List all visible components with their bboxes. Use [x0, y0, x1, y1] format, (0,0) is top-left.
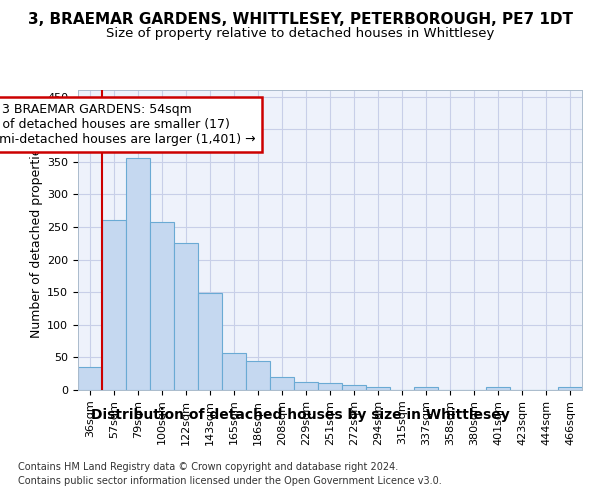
Bar	[270, 377, 294, 390]
Text: 3 BRAEMAR GARDENS: 54sqm
← 1% of detached houses are smaller (17)
99% of semi-de: 3 BRAEMAR GARDENS: 54sqm ← 1% of detache…	[0, 103, 256, 146]
Bar	[342, 386, 366, 390]
Text: Contains HM Land Registry data © Crown copyright and database right 2024.: Contains HM Land Registry data © Crown c…	[18, 462, 398, 472]
Text: Distribution of detached houses by size in Whittlesey: Distribution of detached houses by size …	[91, 408, 509, 422]
Text: Size of property relative to detached houses in Whittlesey: Size of property relative to detached ho…	[106, 28, 494, 40]
Text: 3, BRAEMAR GARDENS, WHITTLESEY, PETERBOROUGH, PE7 1DT: 3, BRAEMAR GARDENS, WHITTLESEY, PETERBOR…	[28, 12, 572, 28]
Text: Contains public sector information licensed under the Open Government Licence v3: Contains public sector information licen…	[18, 476, 442, 486]
Bar	[414, 386, 438, 390]
Bar	[294, 382, 318, 390]
Bar	[174, 244, 198, 390]
Bar	[558, 388, 582, 390]
Bar	[222, 353, 246, 390]
Bar	[150, 222, 174, 390]
Bar	[318, 384, 342, 390]
Bar	[126, 158, 150, 390]
Bar	[102, 220, 126, 390]
Bar	[366, 386, 390, 390]
Bar	[78, 367, 102, 390]
Bar	[246, 362, 270, 390]
Y-axis label: Number of detached properties: Number of detached properties	[30, 142, 43, 338]
Bar	[198, 294, 222, 390]
Bar	[486, 388, 510, 390]
